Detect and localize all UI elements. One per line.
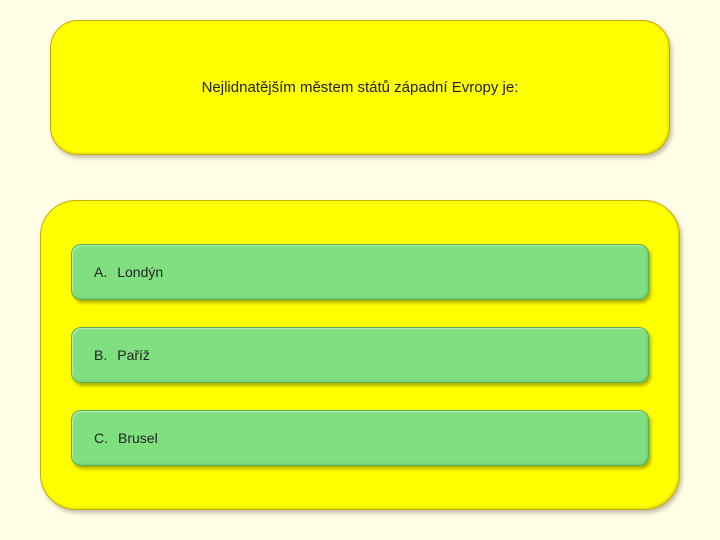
- answer-text: Paříž: [117, 347, 150, 363]
- answer-option-c[interactable]: C. Brusel: [71, 410, 649, 466]
- answer-option-b[interactable]: B. Paříž: [71, 327, 649, 383]
- answer-option-a[interactable]: A. Londýn: [71, 244, 649, 300]
- answers-container: A. Londýn B. Paříž C. Brusel: [40, 200, 680, 510]
- answer-label: A.: [94, 264, 107, 280]
- answer-text: Brusel: [118, 430, 158, 446]
- question-text: Nejlidnatějším městem států západní Evro…: [182, 79, 539, 96]
- answer-text: Londýn: [117, 264, 163, 280]
- answer-label: C.: [94, 430, 108, 446]
- question-box: Nejlidnatějším městem států západní Evro…: [50, 20, 670, 155]
- answer-label: B.: [94, 347, 107, 363]
